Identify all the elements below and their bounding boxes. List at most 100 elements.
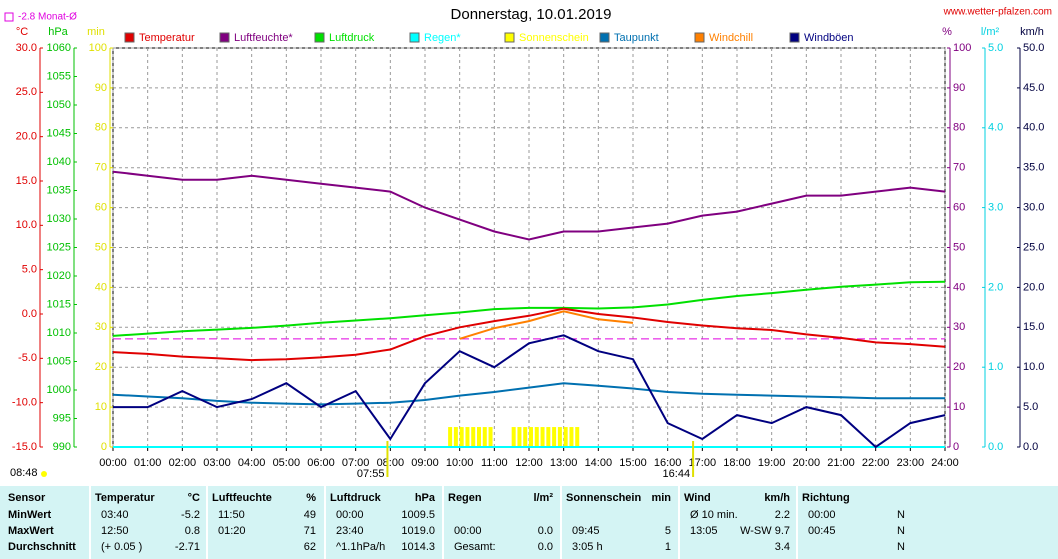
table-cell: 49 xyxy=(303,509,316,521)
table-cell: Ø 10 min. xyxy=(690,509,738,521)
chart-title: Donnerstag, 10.01.2019 xyxy=(451,6,612,23)
y-tick-label: 100 xyxy=(89,42,107,54)
avg-legend-box xyxy=(4,12,14,22)
series-line xyxy=(113,334,946,449)
table-cell: 1014.3 xyxy=(401,541,435,553)
y-tick-label: 40 xyxy=(95,281,107,293)
x-tick-label: 12:00 xyxy=(515,457,543,469)
y-tick-label: 1060 xyxy=(47,42,71,54)
x-tick-label: 07:00 xyxy=(342,457,370,469)
table-cell: % xyxy=(306,492,316,504)
table-cell: 3.4 xyxy=(774,541,790,553)
table-cell: 23:40 xyxy=(336,525,364,537)
table-cell: 5 xyxy=(664,525,671,537)
y-tick-label: 20.0 xyxy=(16,131,37,143)
table-cell: l/m² xyxy=(533,492,553,504)
y-tick-label: 0.0 xyxy=(22,308,37,320)
y-tick-label: 50 xyxy=(95,241,107,253)
sun-bar xyxy=(448,427,453,447)
legend-swatch xyxy=(124,32,135,43)
legend-label: Luftfeuchte* xyxy=(234,32,293,44)
y-tick-label: 1045 xyxy=(47,127,71,139)
x-tick-label: 03:00 xyxy=(203,457,231,469)
table-cell: 00:00 xyxy=(454,525,482,537)
y-tick-label: 1025 xyxy=(47,241,71,253)
y-tick-label: 25.0 xyxy=(16,86,37,98)
y-tick-label: 10 xyxy=(95,401,107,413)
table-cell: 3:05 h xyxy=(572,541,603,553)
y-tick-label: 90 xyxy=(953,82,965,94)
x-tick-label: 15:00 xyxy=(619,457,647,469)
y-tick-label: 4.0 xyxy=(988,122,1003,134)
table-cell: ^1.1hPa/h xyxy=(336,541,386,553)
y-tick-label: 80 xyxy=(953,122,965,134)
table-cell: N xyxy=(897,509,905,521)
sun-dot xyxy=(41,471,47,477)
table-cell: Gesamt: xyxy=(454,541,496,553)
table-cell: 00:00 xyxy=(808,509,836,521)
x-tick-label: 01:00 xyxy=(134,457,162,469)
avg-legend-label: -2.8 Monat-Ø xyxy=(18,12,77,23)
series-line xyxy=(459,310,634,340)
series-line xyxy=(112,307,946,362)
y-tick-label: 1020 xyxy=(47,270,71,282)
y-tick-label: 0 xyxy=(101,441,107,453)
series-line xyxy=(112,280,946,337)
y-tick-label: 3.0 xyxy=(988,202,1003,214)
time-marker-label: 07:55 xyxy=(357,468,385,480)
table-cell: 00:00 xyxy=(336,509,364,521)
table-cell: 01:20 xyxy=(218,525,246,537)
x-tick-label: 18:00 xyxy=(723,457,751,469)
y-tick-label: 60 xyxy=(953,202,965,214)
sun-bar xyxy=(546,427,551,447)
y-tick-label: 995 xyxy=(53,412,71,424)
sun-bar xyxy=(459,427,464,447)
y-tick-label: 40.0 xyxy=(1023,122,1044,134)
axis-unit: °C xyxy=(16,26,28,38)
table-cell: hPa xyxy=(414,492,435,504)
chart: Donnerstag, 10.01.2019 www.wetter-pfalze… xyxy=(4,6,1052,480)
table-cell: N xyxy=(897,541,905,553)
sun-bar xyxy=(453,427,458,447)
x-tick-label: 20:00 xyxy=(793,457,821,469)
table-cell: 0.0 xyxy=(537,525,553,537)
separator xyxy=(796,486,798,559)
y-tick-label: 0.0 xyxy=(988,441,1003,453)
sun-bar xyxy=(575,427,580,447)
y-tick-label: 1050 xyxy=(47,99,71,111)
x-tick-label: 21:00 xyxy=(827,457,855,469)
table-cell: Sensor xyxy=(8,492,46,504)
x-tick-label: 19:00 xyxy=(758,457,786,469)
x-tick-label: 05:00 xyxy=(273,457,301,469)
y-tick-label: 20 xyxy=(95,361,107,373)
series-line xyxy=(112,170,946,241)
table-cell: 2.2 xyxy=(774,509,790,521)
y-tick-label: 1035 xyxy=(47,184,71,196)
axis-unit: min xyxy=(87,26,105,38)
table-cell: 62 xyxy=(303,541,316,553)
y-tick-label: 20 xyxy=(953,361,965,373)
y-tick-label: 1010 xyxy=(47,327,71,339)
table-cell: 03:40 xyxy=(101,509,129,521)
y-tick-label: 100 xyxy=(953,42,971,54)
y-tick-label: 1055 xyxy=(47,70,71,82)
table-cell: 1 xyxy=(664,541,671,553)
x-tick-label: 17:00 xyxy=(689,457,717,469)
table-cell: Richtung xyxy=(802,492,850,504)
table-cell: Wind xyxy=(684,492,711,504)
legend-swatch xyxy=(599,32,610,43)
table-cell: °C xyxy=(187,492,200,504)
x-tick-label: 08:00 xyxy=(377,457,405,469)
x-tick-label: 09:00 xyxy=(411,457,439,469)
sun-bar xyxy=(529,427,533,447)
sun-bar xyxy=(477,427,481,447)
y-tick-label: 40 xyxy=(953,281,965,293)
y-tick-label: 45.0 xyxy=(1023,82,1044,94)
sun-bar xyxy=(552,427,557,447)
sun-bar xyxy=(482,427,487,447)
table-cell: 0.0 xyxy=(537,541,553,553)
y-tick-label: 30 xyxy=(95,321,107,333)
table-cell: 12:50 xyxy=(101,525,129,537)
legend-label: Windchill xyxy=(709,32,753,44)
axis-unit: l/m² xyxy=(981,26,1000,38)
